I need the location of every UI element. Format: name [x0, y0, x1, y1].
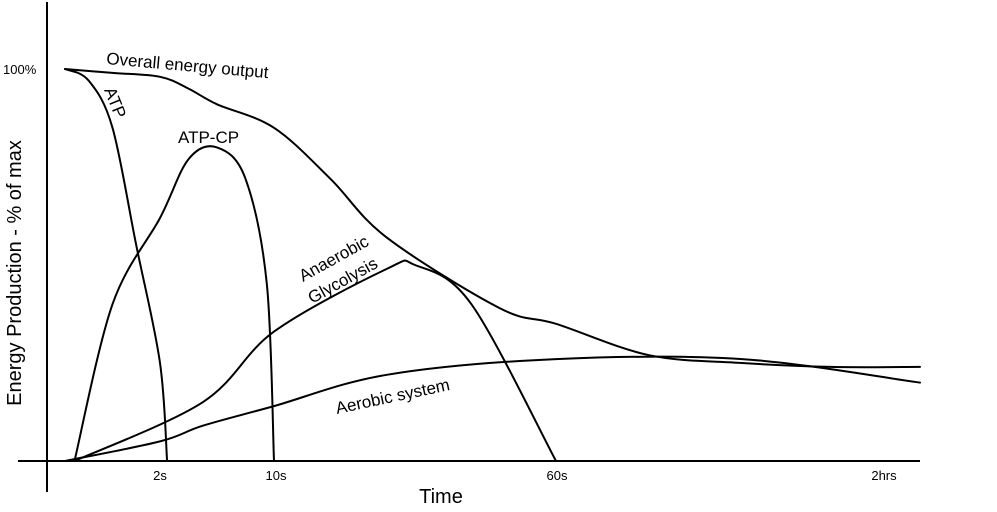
series-line-anaerobic-glycolysis: [73, 259, 557, 462]
x-tick-label-10s: 10s: [266, 468, 287, 483]
series-label-overall-energy-output: Overall energy output: [106, 49, 270, 82]
series-line-atp: [64, 68, 169, 462]
y-axis-title: Energy Production - % of max: [4, 140, 26, 406]
x-tick-label-2hrs: 2hrs: [871, 468, 897, 483]
series-label-atp-cp: ATP-CP: [178, 128, 239, 147]
x-tick-label-2s: 2s: [153, 468, 167, 483]
y-tick-label-100: 100%: [3, 62, 37, 77]
series-label-atp: ATP: [100, 84, 130, 121]
series-line-aerobic-system: [64, 355, 921, 462]
series-line-overall-energy-output: [64, 68, 921, 369]
x-axis-title: Time: [419, 486, 463, 508]
x-tick-label-60s: 60s: [547, 468, 568, 483]
series-line-atp-cp: [73, 145, 275, 462]
